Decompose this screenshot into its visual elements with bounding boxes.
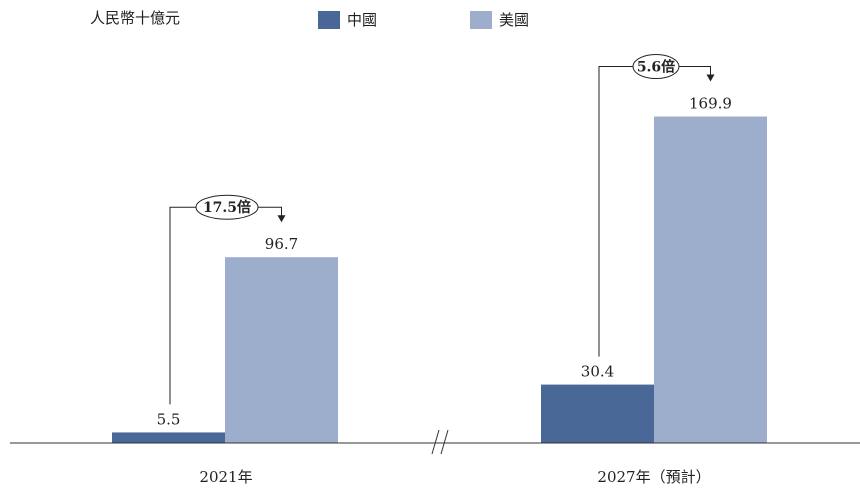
category-label-2027: 2027年（預計） [597, 468, 710, 486]
bar-usa-2021 [225, 257, 338, 443]
bars-group: 5.5 96.7 30.4 169.9 [112, 95, 767, 444]
arrow-head-2021 [277, 215, 286, 223]
bar-china-2021 [112, 432, 225, 443]
value-label-china-2027: 30.4 [581, 363, 614, 381]
legend: 中國 美國 [318, 11, 529, 29]
bar-usa-2027 [654, 116, 767, 444]
multiple-annotations: 17.5倍 5.6倍 [169, 54, 715, 405]
value-label-usa-2027: 169.9 [689, 95, 732, 113]
category-label-2021: 2021年 [199, 468, 252, 486]
legend-swatch-usa [470, 11, 492, 29]
axis-break-mark [431, 429, 449, 455]
multiple-label-2027: 5.6倍 [637, 59, 675, 76]
legend-swatch-china [318, 11, 340, 29]
unit-label: 人民幣十億元 [90, 9, 180, 27]
legend-label-usa: 美國 [499, 11, 529, 29]
multiple-label-2021: 17.5倍 [203, 199, 251, 216]
bar-china-2027 [541, 384, 654, 443]
legend-label-china: 中國 [347, 11, 377, 29]
multiple-oval-2027 [632, 54, 680, 80]
arrow-head-2027 [706, 74, 715, 82]
value-label-usa-2021: 96.7 [265, 235, 298, 253]
multiple-oval-2021 [195, 194, 259, 220]
value-label-china-2021: 5.5 [157, 410, 181, 428]
